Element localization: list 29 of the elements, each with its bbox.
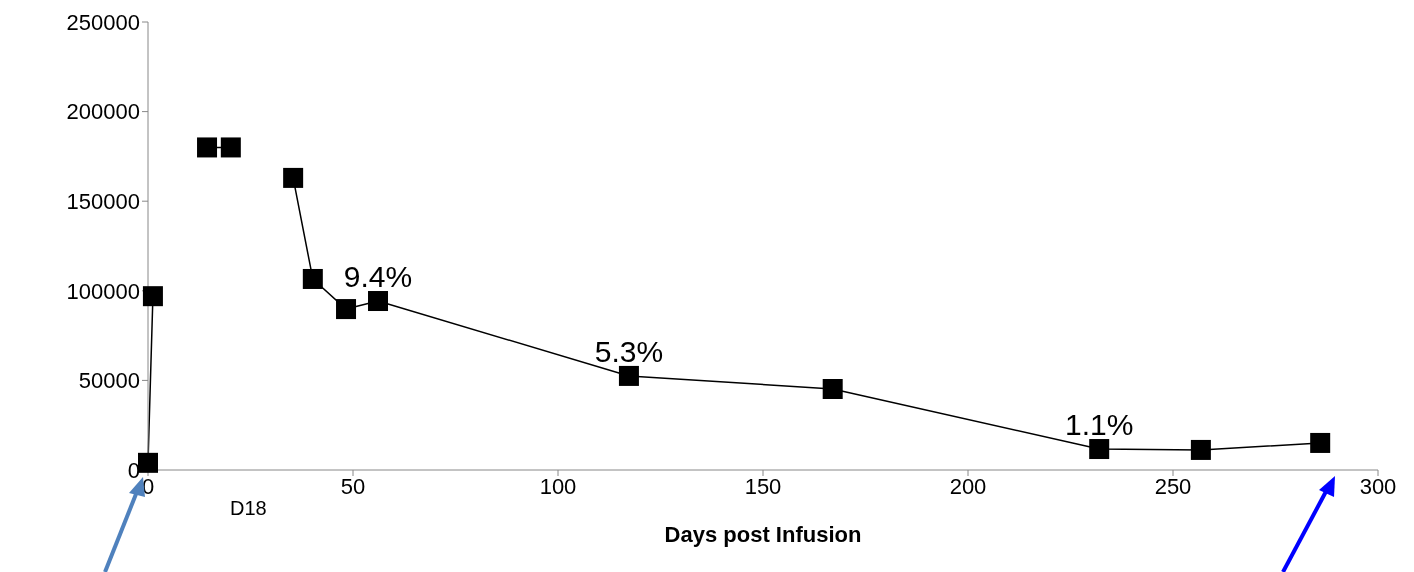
y-tick-label: 50000 xyxy=(78,368,140,394)
x-tick-label: 150 xyxy=(744,473,782,499)
point xyxy=(138,452,158,473)
x-tick-label: 200 xyxy=(949,473,987,499)
x-tick-label: 250 xyxy=(1154,473,1192,499)
y-tick-label: 200000 xyxy=(66,99,140,125)
point xyxy=(822,379,843,399)
x-axis-title: Days post Infusion xyxy=(664,522,862,547)
point xyxy=(336,299,357,320)
point xyxy=(197,137,218,158)
annotation: 5.3% xyxy=(594,334,664,368)
x-tick-label: 300 xyxy=(1359,473,1397,499)
annotation: 1.1% xyxy=(1065,408,1134,442)
y-tick-label: 250000 xyxy=(66,9,140,35)
x-tick-label: 100 xyxy=(539,473,577,499)
point xyxy=(220,137,241,158)
x-tick-label: 50 xyxy=(340,473,366,499)
point xyxy=(1190,439,1211,460)
point xyxy=(368,291,389,312)
text: D18 xyxy=(230,497,267,520)
point xyxy=(1089,439,1110,460)
y-tick-label: 150000 xyxy=(66,189,140,215)
point xyxy=(283,167,304,188)
annotation: 9.4% xyxy=(343,260,413,294)
point xyxy=(618,365,639,386)
point xyxy=(142,286,163,307)
y-tick-label: 100000 xyxy=(66,278,140,304)
point xyxy=(302,268,323,289)
point xyxy=(1310,432,1331,453)
